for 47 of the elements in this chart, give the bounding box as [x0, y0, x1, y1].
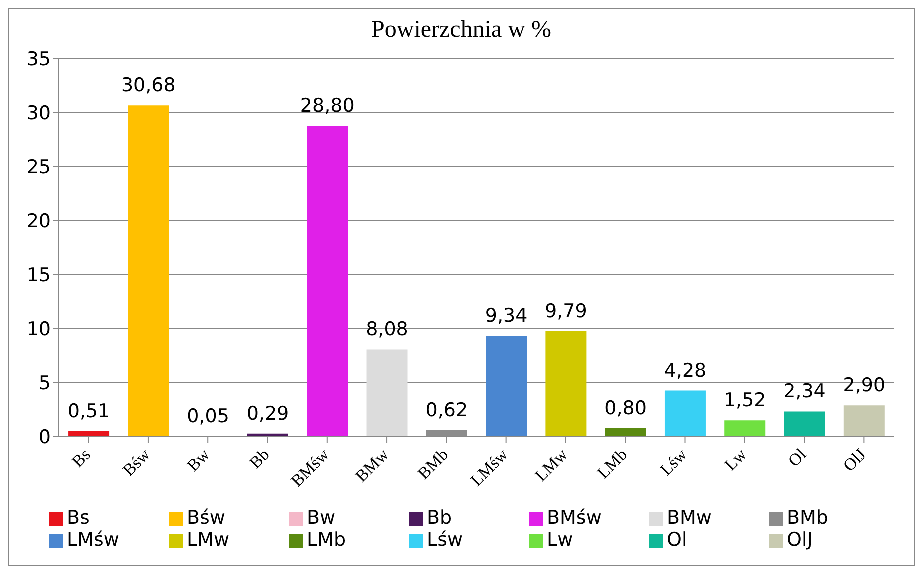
legend-label: BMw: [667, 507, 713, 529]
x-tick-label: Bs: [68, 445, 94, 472]
data-label: 0,51: [68, 400, 110, 422]
y-tick-label: 20: [26, 210, 51, 233]
data-label: 0,29: [246, 402, 290, 425]
legend-label: LMśw: [67, 529, 120, 551]
data-label: 8,08: [366, 318, 408, 341]
data-label: 0,05: [187, 405, 230, 428]
legend-label: Bs: [67, 507, 91, 529]
x-tick-label: Bb: [246, 445, 274, 473]
x-tick-label: Lśw: [656, 444, 692, 480]
legend-label: Lśw: [427, 529, 464, 551]
x-tick-label: Lw: [721, 444, 751, 475]
chart-title: Powierzchnia w %: [370, 17, 552, 44]
y-tick-label: 35: [26, 48, 51, 71]
legend-label: Bb: [427, 507, 454, 529]
x-tick-label: Ol: [784, 444, 810, 471]
data-label: 28,80: [300, 94, 355, 117]
data-label: 0,80: [604, 397, 647, 420]
legend-label: BMb: [787, 507, 830, 529]
data-label: 9,34: [485, 305, 528, 328]
data-label: 2,34: [784, 380, 826, 403]
legend-label: BMśw: [547, 507, 603, 529]
y-tick-label: 0: [38, 426, 51, 449]
data-label: 1,52: [724, 390, 766, 412]
legend-label: Bw: [307, 507, 337, 529]
x-tick-label: LMb: [594, 445, 632, 483]
x-tick-label: Bśw: [119, 444, 155, 480]
legend-label: LMw: [187, 529, 231, 551]
data-label: 0,62: [426, 399, 468, 422]
data-label: 30,68: [121, 74, 176, 97]
x-tick-label: BMb: [414, 445, 452, 484]
y-tick-label: 15: [26, 264, 51, 287]
y-tick-label: 10: [26, 318, 51, 341]
y-tick-label: 30: [26, 102, 51, 125]
legend-label: LMb: [307, 529, 348, 551]
legend-label: Lw: [547, 529, 574, 551]
legend-label: Ol: [667, 529, 688, 551]
data-label: 2,90: [843, 374, 886, 397]
legend-label: OlJ: [787, 529, 814, 551]
y-tick-label: 25: [26, 156, 51, 179]
y-tick-label: 5: [38, 372, 51, 395]
x-tick-label: Bw: [184, 444, 214, 476]
x-tick-label: OlJ: [840, 444, 870, 476]
data-label: 9,79: [545, 300, 588, 322]
data-label: 4,28: [664, 360, 707, 382]
legend-label: Bśw: [187, 507, 226, 529]
